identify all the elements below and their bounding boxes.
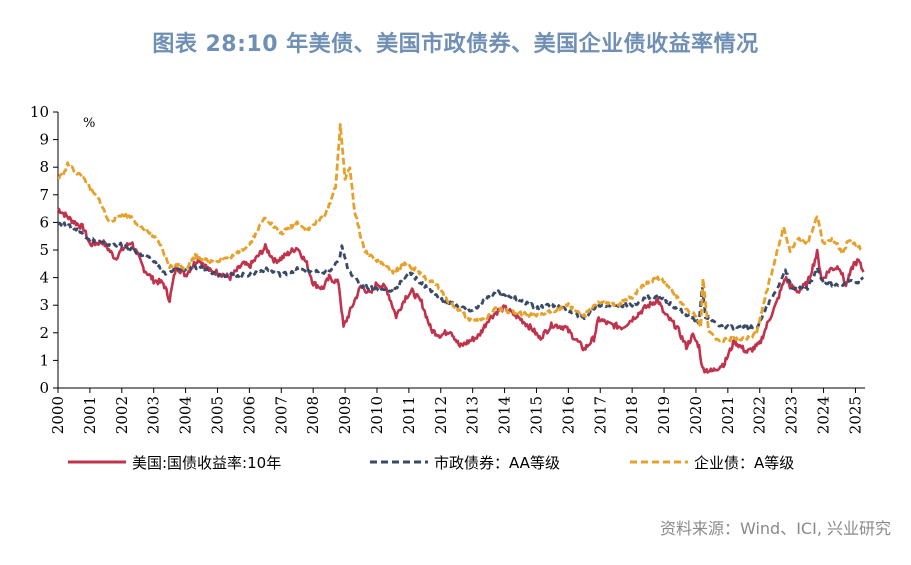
legend-label-3: 企业债：A等级	[694, 454, 794, 472]
x-tick-label: 2000	[49, 396, 67, 434]
series-line-1	[57, 207, 865, 374]
x-tick-label: 2012	[432, 396, 450, 434]
x-tick-label: 2009	[336, 396, 354, 434]
y-tick-label: 8	[39, 158, 49, 176]
legend: 美国:国债收益率:10年 市政债券：AA等级 企业债：A等级	[68, 454, 794, 472]
x-tick-label: 2015	[527, 396, 545, 434]
x-tick-label: 2018	[623, 396, 641, 434]
y-axis: 0 1 2 3 4 5 6 7 8 9 10	[30, 103, 59, 397]
y-tick-label: 0	[39, 379, 49, 397]
x-tick-label: 2005	[208, 396, 226, 434]
x-tick-label: 2016	[559, 396, 577, 434]
x-tick-label: 2010	[368, 396, 386, 434]
series-line-3	[57, 122, 864, 343]
x-tick-label: 2006	[240, 396, 258, 434]
x-tick-label: 2008	[304, 396, 322, 434]
x-tick-label: 2017	[591, 396, 609, 434]
x-tick-label: 2013	[464, 396, 482, 434]
y-unit-label: %	[83, 116, 95, 131]
x-tick-label: 2007	[272, 396, 290, 434]
chart-title: 图表 28:10 年美债、美国市政债券、美国企业债收益率情况	[152, 32, 759, 57]
x-axis: 2000 2001 2002 2003 2004 2005 2006 2007 2008 2009…	[49, 387, 865, 434]
x-tick-label: 2002	[113, 396, 131, 434]
y-tick-label: 6	[39, 213, 49, 231]
plot-area	[56, 122, 865, 374]
series-line-2	[56, 221, 865, 331]
y-tick-label: 9	[39, 131, 49, 149]
x-tick-label: 2001	[81, 396, 99, 434]
y-tick-label: 10	[30, 103, 49, 121]
x-tick-label: 2003	[145, 396, 163, 434]
legend-label-2: 市政债券：AA等级	[434, 454, 560, 472]
y-tick-label: 3	[39, 296, 49, 314]
y-tick-label: 5	[39, 241, 49, 259]
x-tick-label: 2022	[751, 396, 769, 434]
x-tick-label: 2023	[783, 396, 801, 434]
y-tick-label: 7	[39, 186, 49, 204]
source-note: 资料来源：Wind、ICI, 兴业研究	[660, 519, 891, 538]
y-tick-label: 4	[39, 269, 49, 287]
x-tick-label: 2021	[719, 396, 737, 434]
x-tick-label: 2011	[400, 396, 418, 434]
y-tick-label: 1	[39, 351, 49, 369]
x-tick-label: 2014	[496, 396, 514, 434]
x-tick-label: 2019	[655, 396, 673, 434]
x-tick-label: 2025	[846, 396, 864, 434]
y-tick-label: 2	[39, 324, 49, 342]
legend-label-1: 美国:国债收益率:10年	[132, 454, 281, 472]
x-tick-label: 2004	[177, 396, 195, 434]
x-tick-label: 2024	[815, 396, 833, 434]
x-tick-label: 2020	[687, 396, 705, 434]
